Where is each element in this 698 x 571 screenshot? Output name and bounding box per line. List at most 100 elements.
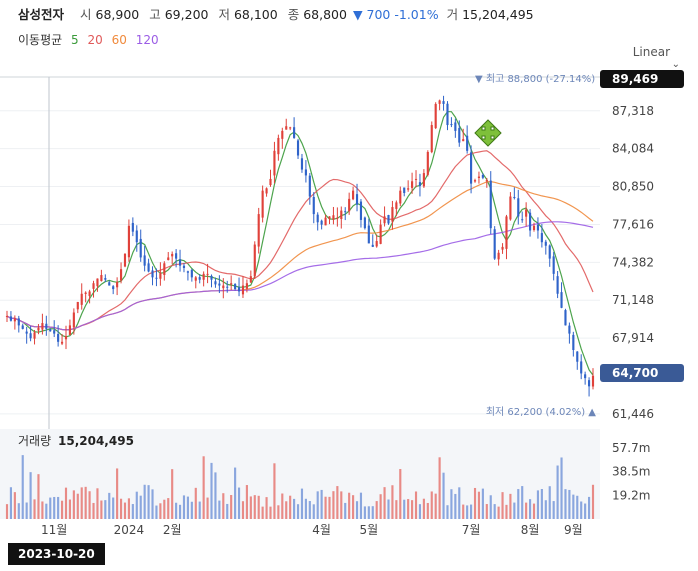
candle-body: [481, 174, 484, 178]
candle-body: [237, 287, 241, 292]
volume-bar: [489, 495, 492, 519]
volume-bar: [289, 495, 292, 519]
volume-bar: [340, 491, 343, 519]
candle-body: [383, 216, 386, 224]
candle-body: [544, 241, 547, 246]
date-tick-label: 7월: [462, 523, 481, 537]
candle-body: [194, 277, 197, 281]
candle-body: [552, 256, 555, 274]
date-axis: 11월 2024 2월 4월 5월 7월 8월 9월: [41, 523, 583, 537]
volume-axis: 57.7m 38.5m 19.2m: [612, 441, 650, 502]
candle-body: [131, 222, 134, 232]
volume-bar: [277, 505, 280, 519]
candle-body: [418, 182, 422, 186]
candle-body: [273, 150, 276, 176]
candle-body: [261, 190, 264, 218]
volume-bar: [505, 504, 508, 519]
volume-bar: [64, 487, 68, 519]
high-label: 고: [149, 7, 161, 22]
volume-bar: [57, 496, 60, 519]
price-axis: 87,318 84,084 80,850 77,616 74,382 71,148 67,9…: [612, 104, 654, 421]
candle-body: [411, 181, 414, 188]
candle-body: [344, 211, 347, 213]
volume-bar: [37, 474, 40, 519]
candle-body: [151, 270, 154, 278]
candle-body: [33, 332, 36, 339]
ma-line-60: [6, 180, 594, 331]
price-tick-label: 61,446: [612, 407, 654, 421]
volume-bar: [273, 463, 276, 519]
candle-body: [190, 269, 193, 278]
candles: [5, 95, 595, 397]
candle-body: [454, 122, 457, 131]
volume-bar: [536, 490, 540, 519]
candle-body: [178, 259, 182, 266]
ma-legend-title: 이동평균: [18, 33, 63, 47]
candle-body: [147, 263, 150, 272]
volume-bar: [5, 504, 9, 519]
candle-body: [587, 380, 591, 387]
volume-bar: [135, 491, 138, 519]
scale-mode[interactable]: Linear: [632, 45, 670, 59]
volume-bar: [171, 469, 174, 519]
price-tick-label: 87,318: [612, 104, 654, 118]
volume-bar: [21, 455, 24, 519]
volume-bar: [473, 487, 477, 519]
volume-bar: [336, 486, 339, 519]
volume-tick-label: 57.7m: [612, 441, 650, 455]
candle-body: [202, 273, 205, 280]
candle-body: [123, 253, 127, 267]
quote-header: 삼성전자 시 68,900 고 69,200 저 68,100 종 68,800…: [18, 4, 536, 23]
volume-bar: [261, 506, 264, 519]
candle-body: [328, 216, 331, 219]
volume-bar: [151, 489, 154, 519]
chevron-down-icon[interactable]: ⌄: [671, 59, 680, 70]
candle-body: [127, 225, 130, 258]
candle-body: [171, 253, 174, 257]
ma-20[interactable]: 20: [87, 33, 103, 47]
candle-body: [501, 246, 504, 250]
volume-bar: [45, 503, 48, 519]
candle-body: [135, 230, 138, 243]
volume-bars: [5, 455, 595, 519]
price-tick-label: 74,382: [612, 255, 654, 269]
candle-body: [230, 283, 233, 285]
candle-body: [112, 286, 115, 290]
scale-dropdown[interactable]: Linear ⌄: [632, 45, 680, 70]
volume-bar: [418, 504, 422, 519]
volume-bar: [438, 457, 441, 519]
volume-bar: [477, 491, 481, 519]
candle-body: [100, 275, 103, 282]
ma-120[interactable]: 120: [135, 33, 159, 47]
volume-bar: [253, 495, 256, 519]
min-price-label: 최저 62,200 (4.02%) ▲: [486, 406, 596, 418]
candle-body: [293, 127, 296, 138]
ma-60[interactable]: 60: [111, 33, 127, 47]
volume-bar: [391, 485, 394, 519]
close-value: 68,800: [303, 7, 347, 22]
candle-body: [222, 285, 225, 289]
candle-body: [521, 219, 524, 221]
candle-body: [568, 325, 571, 334]
volume-bar: [591, 484, 595, 519]
candle-body: [434, 103, 437, 129]
low-value: 68,100: [233, 7, 278, 22]
ma-line-20: [6, 150, 594, 331]
candle-body: [473, 180, 477, 182]
candle-body: [340, 210, 343, 220]
candle-body: [532, 225, 536, 231]
volume-bar: [53, 496, 56, 519]
candle-body: [13, 318, 16, 322]
candle-body: [399, 190, 402, 204]
volume-bar: [119, 498, 123, 519]
volume-bar: [450, 489, 453, 519]
volume-bar: [159, 503, 162, 519]
candle-body: [41, 323, 44, 330]
candle-body: [576, 351, 579, 362]
ma-5[interactable]: 5: [71, 33, 79, 47]
volume-bar: [163, 499, 166, 519]
last-price-tag: 64,700: [612, 366, 658, 380]
candle-body: [300, 158, 304, 170]
volume-bar: [182, 495, 186, 519]
